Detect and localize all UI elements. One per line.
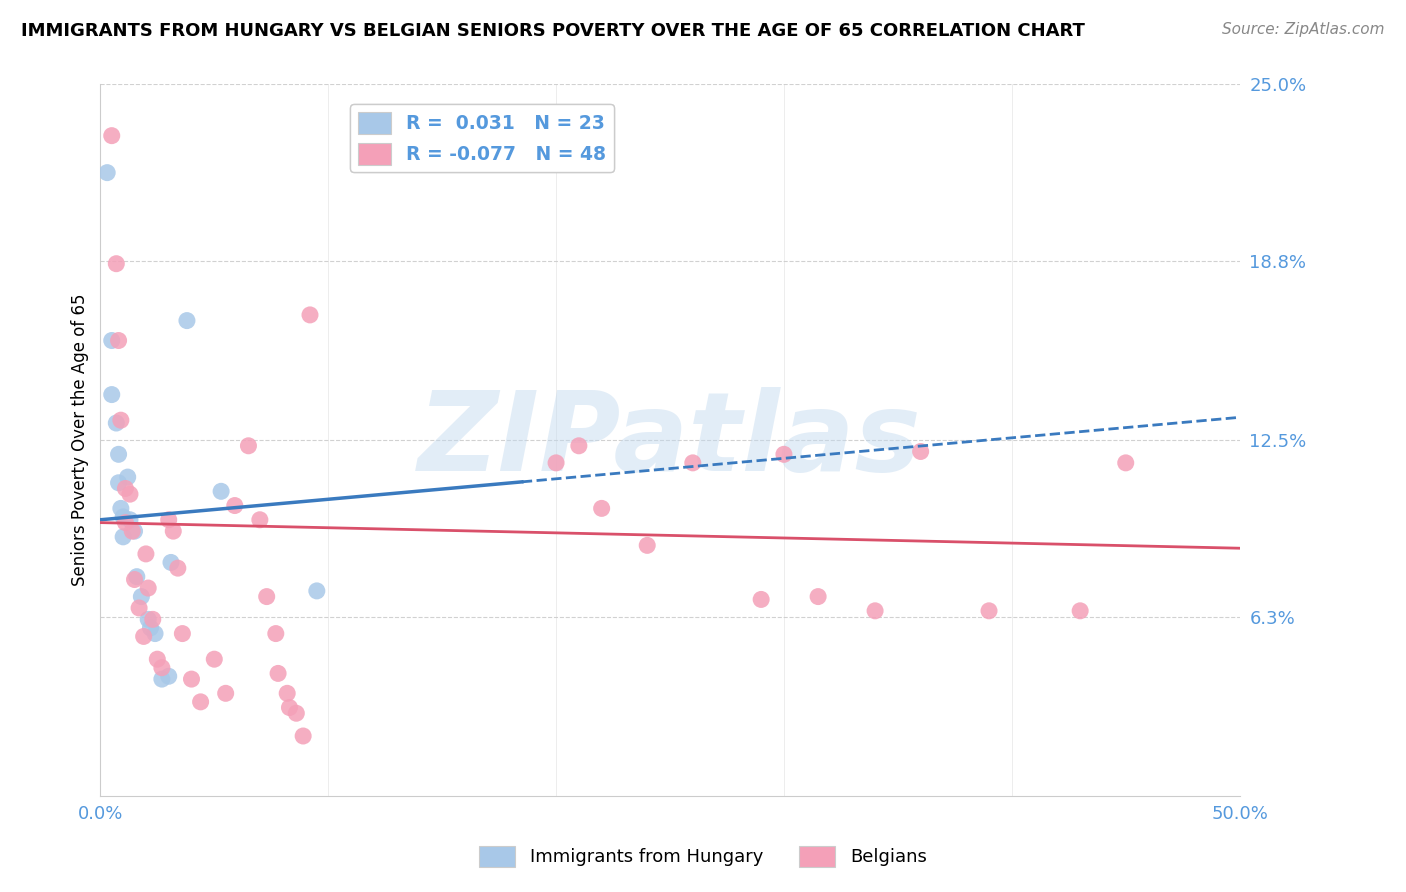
Point [749, 592, 772, 607]
Point [249, 513, 271, 527]
Point [128, 601, 150, 615]
Point [110, 413, 132, 427]
Point [112, 530, 135, 544]
Point [142, 612, 165, 626]
Point [107, 447, 129, 461]
Point [100, 128, 122, 143]
Point [1069, 604, 1091, 618]
Point [117, 470, 139, 484]
Point [591, 501, 613, 516]
Point [773, 447, 796, 461]
Point [146, 652, 169, 666]
Point [114, 482, 136, 496]
Point [157, 669, 180, 683]
Point [305, 583, 328, 598]
Point [863, 604, 886, 618]
Point [105, 416, 128, 430]
Point [135, 547, 157, 561]
Point [100, 334, 122, 348]
Point [636, 538, 658, 552]
Point [256, 590, 278, 604]
Point [118, 513, 141, 527]
Point [224, 499, 246, 513]
Text: Source: ZipAtlas.com: Source: ZipAtlas.com [1222, 22, 1385, 37]
Point [118, 487, 141, 501]
Point [96, 166, 118, 180]
Point [292, 729, 315, 743]
Point [190, 695, 212, 709]
Point [131, 590, 153, 604]
Point [172, 626, 194, 640]
Point [568, 439, 591, 453]
Point [150, 672, 173, 686]
Point [160, 556, 183, 570]
Point [125, 569, 148, 583]
Point [215, 686, 238, 700]
Point [278, 700, 301, 714]
Point [121, 524, 143, 538]
Point [807, 590, 830, 604]
Point [910, 444, 932, 458]
Point [110, 501, 132, 516]
Point [114, 516, 136, 530]
Point [285, 706, 308, 721]
Point [112, 510, 135, 524]
Point [298, 308, 321, 322]
Point [1115, 456, 1137, 470]
Point [176, 313, 198, 327]
Text: IMMIGRANTS FROM HUNGARY VS BELGIAN SENIORS POVERTY OVER THE AGE OF 65 CORRELATIO: IMMIGRANTS FROM HUNGARY VS BELGIAN SENIO… [21, 22, 1085, 40]
Point [143, 626, 166, 640]
Point [139, 621, 162, 635]
Text: ZIPatlas: ZIPatlas [418, 386, 922, 493]
Point [132, 629, 155, 643]
Point [267, 666, 290, 681]
Point [107, 475, 129, 490]
Point [107, 334, 129, 348]
Point [124, 524, 146, 538]
Point [977, 604, 1000, 618]
Point [202, 652, 225, 666]
Point [166, 561, 188, 575]
Point [136, 581, 159, 595]
Legend: R =  0.031   N = 23, R = -0.077   N = 48: R = 0.031 N = 23, R = -0.077 N = 48 [350, 104, 614, 172]
Point [276, 686, 298, 700]
Point [105, 257, 128, 271]
Point [682, 456, 704, 470]
Point [100, 387, 122, 401]
Point [136, 612, 159, 626]
Point [546, 456, 568, 470]
Point [124, 573, 146, 587]
Point [150, 661, 173, 675]
Legend: Immigrants from Hungary, Belgians: Immigrants from Hungary, Belgians [472, 838, 934, 874]
Point [162, 524, 184, 538]
Y-axis label: Seniors Poverty Over the Age of 65: Seniors Poverty Over the Age of 65 [72, 293, 89, 586]
Point [238, 439, 260, 453]
Point [209, 484, 232, 499]
Point [180, 672, 202, 686]
Point [264, 626, 287, 640]
Point [157, 513, 180, 527]
